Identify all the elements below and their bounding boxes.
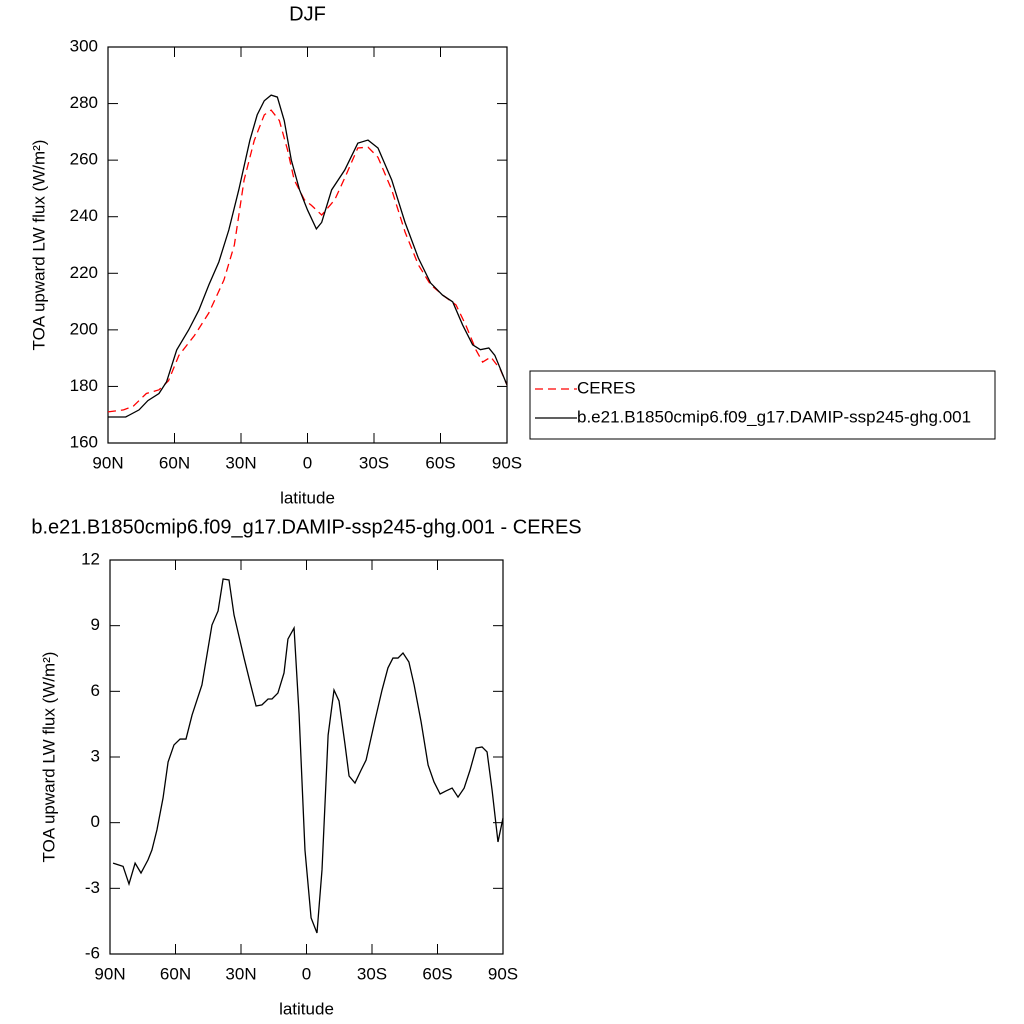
plot-frame — [107, 46, 508, 444]
y-tick-label: 300 — [70, 36, 98, 55]
data-line — [112, 578, 504, 934]
y-tick-label: 280 — [70, 93, 98, 112]
x-tick-label: 30S — [357, 964, 387, 983]
y-tick-label: 3 — [91, 746, 100, 765]
y-tick-label: 200 — [70, 319, 98, 338]
x-tick-label: 0 — [303, 453, 312, 472]
x-tick-label: 60S — [422, 964, 452, 983]
legend-box — [529, 370, 996, 440]
chart-title: b.e21.B1850cmip6.f09_g17.DAMIP-ssp245-gh… — [31, 516, 581, 538]
y-tick-label: -6 — [85, 943, 100, 962]
x-tick-label: 30N — [225, 964, 256, 983]
y-tick-label: 160 — [70, 432, 98, 451]
plot-frame — [109, 559, 504, 955]
y-tick-label: 0 — [91, 812, 100, 831]
x-tick-label: 90S — [492, 453, 522, 472]
y-axis-label: TOA upward LW flux (W/m²) — [29, 140, 48, 351]
chart-title: DJF — [289, 3, 326, 25]
x-tick-label: 90S — [488, 964, 518, 983]
x-tick-label: 60S — [425, 453, 455, 472]
x-axis-label: latitude — [279, 999, 334, 1018]
x-tick-label: 30N — [225, 453, 256, 472]
x-tick-label: 60N — [159, 453, 190, 472]
y-tick-label: 180 — [70, 376, 98, 395]
legend-label: b.e21.B1850cmip6.f09_g17.DAMIP-ssp245-gh… — [577, 407, 971, 426]
y-tick-label: 220 — [70, 263, 98, 282]
y-tick-label: 12 — [81, 549, 100, 568]
x-tick-label: 90N — [92, 453, 123, 472]
legend-label: CERES — [577, 378, 636, 397]
x-tick-label: 0 — [302, 964, 311, 983]
y-axis-label: TOA upward LW flux (W/m²) — [39, 652, 58, 863]
x-tick-label: 90N — [94, 964, 125, 983]
y-tick-label: 6 — [91, 681, 100, 700]
y-tick-label: 9 — [91, 615, 100, 634]
y-tick-label: 260 — [70, 150, 98, 169]
data-line — [108, 94, 508, 418]
x-tick-label: 30S — [359, 453, 389, 472]
y-tick-label: -3 — [85, 878, 100, 897]
x-axis-label: latitude — [280, 488, 335, 507]
x-tick-label: 60N — [160, 964, 191, 983]
data-line — [107, 109, 508, 413]
y-tick-label: 240 — [70, 206, 98, 225]
